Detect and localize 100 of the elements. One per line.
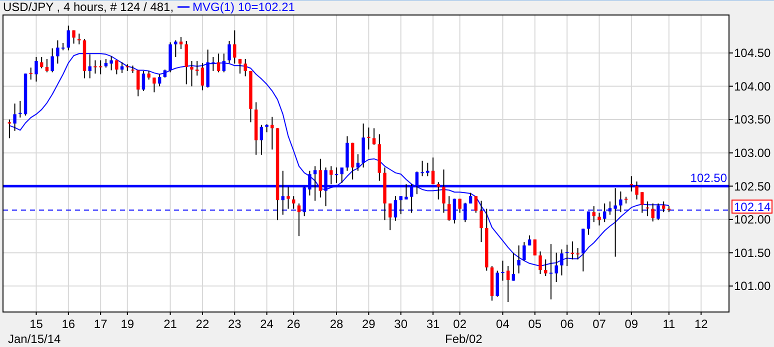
candlestick (522, 242, 526, 262)
x-tick-label: 28 (330, 317, 344, 331)
candlestick (576, 248, 580, 260)
y-tick-label: 102.00 (734, 212, 772, 227)
candlestick (29, 67, 32, 80)
candlestick (131, 65, 134, 74)
candlestick (50, 48, 54, 73)
y-tick-label: 104.50 (734, 46, 772, 60)
candlestick (286, 186, 290, 210)
candlestick (244, 58, 247, 77)
y-tick-label: 103.50 (734, 112, 772, 127)
candlestick (646, 200, 650, 217)
x-tick-label: 09 (624, 317, 638, 331)
candlestick (570, 240, 574, 260)
text: Jan/15/14 (8, 332, 62, 346)
candlestick (635, 180, 638, 200)
x-tick-label: 21 (164, 317, 178, 331)
candlestick (94, 60, 97, 74)
x-tick-label: 06 (560, 317, 574, 331)
candlestick (45, 58, 49, 73)
y-tick-label: 104.00 (734, 79, 772, 94)
candlestick (18, 100, 22, 118)
candlestick (506, 266, 510, 303)
candlestick (474, 196, 478, 214)
candlestick (426, 162, 430, 177)
candlestick (501, 260, 504, 282)
candlestick (98, 60, 102, 75)
candlestick (640, 192, 644, 214)
candlestick (260, 124, 264, 156)
candlestick (233, 30, 236, 64)
candlestick (496, 270, 499, 298)
x-tick-label: 11 (662, 317, 676, 331)
x-tick-label: 02 (453, 317, 467, 331)
candlestick (662, 200, 666, 213)
candlestick (179, 36, 183, 50)
x-tick-label: 16 (62, 317, 76, 331)
legend-label: MVG(1) 10=102.21 (192, 0, 296, 14)
x-tick-label: 31 (426, 317, 440, 331)
candlestick (388, 202, 392, 231)
candlestick (216, 53, 220, 73)
candlestick (442, 168, 446, 214)
candlestick (66, 25, 70, 51)
candlestick (340, 166, 344, 184)
candlestick (238, 58, 242, 74)
candlestick (468, 192, 472, 204)
y-tick-label: 101.00 (734, 279, 772, 294)
candlestick (431, 157, 435, 185)
candlestick (292, 196, 296, 210)
candlestick (330, 166, 333, 185)
candlestick (630, 176, 634, 192)
x-tick-label: 19 (120, 317, 134, 331)
x-tick-label: 30 (394, 317, 408, 331)
candlestick (651, 202, 654, 222)
y-tick-label: 101.50 (734, 246, 772, 260)
x-tick-label: 12 (694, 317, 708, 331)
candlestick (152, 77, 156, 93)
candlestick (458, 198, 462, 214)
candlestick (270, 116, 274, 150)
candlestick (8, 119, 12, 139)
x-tick-label: 24 (260, 317, 274, 331)
candlestick (200, 62, 204, 91)
candlestick (56, 40, 60, 64)
candlestick (184, 40, 188, 85)
candlestick (72, 30, 76, 44)
x-tick-label: 15 (30, 317, 44, 331)
candlestick (136, 70, 140, 97)
x-tick-label: 26 (286, 317, 301, 331)
y-tick-label: 103.00 (734, 146, 772, 160)
candlestick (78, 33, 81, 45)
chart-title: USD/JPY , 4 hours, # 124 / 481, (3, 0, 174, 14)
candlestick (318, 158, 322, 198)
x-tick-label: 04 (496, 317, 510, 331)
text: Feb/02 (445, 332, 483, 346)
x-tick-label: 23 (228, 317, 242, 331)
y-tick-label: 102.50 (734, 179, 772, 194)
candlestick (13, 103, 16, 132)
candlestick (367, 127, 370, 150)
candlestick (538, 250, 542, 275)
candlestick (448, 196, 451, 222)
x-tick-label: 07 (592, 317, 606, 331)
candlestick (174, 40, 178, 58)
candlestick (297, 202, 301, 237)
candlestick (190, 60, 194, 87)
candlestick (544, 258, 548, 277)
candlestick (533, 238, 537, 256)
candlestick (34, 56, 38, 82)
candlestick (61, 42, 65, 51)
candlestick (480, 200, 483, 243)
candlestick (356, 154, 360, 172)
x-tick-label: 29 (362, 317, 376, 331)
candlestick (334, 166, 338, 184)
candlestick (40, 56, 44, 69)
x-tick-label: 22 (196, 317, 210, 331)
candlestick (598, 212, 601, 226)
candlestick (436, 182, 440, 200)
x-tick-label: 05 (528, 317, 542, 331)
candlestick (110, 56, 113, 71)
candlestick (592, 206, 596, 223)
candlestick (195, 60, 199, 76)
candlestick (115, 60, 118, 75)
